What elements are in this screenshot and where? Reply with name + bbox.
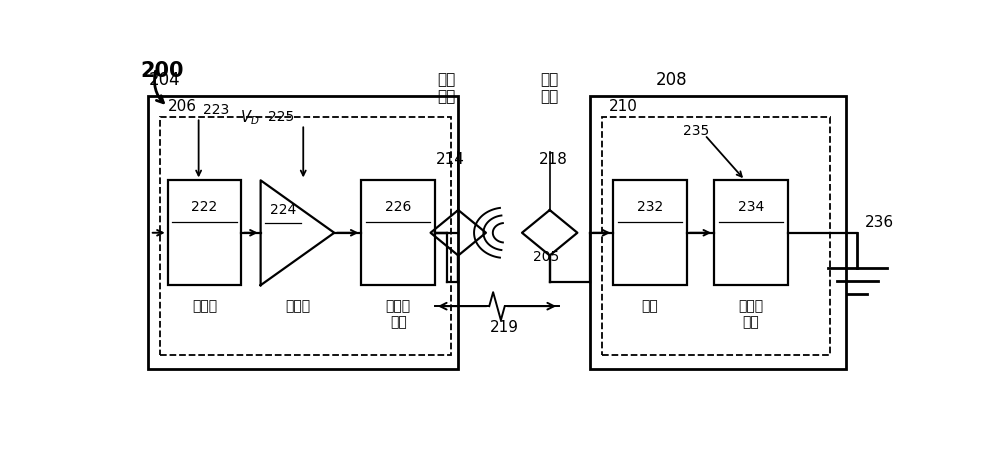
- Text: $V_D$: $V_D$: [240, 108, 259, 127]
- Bar: [168, 180, 241, 285]
- Bar: [714, 180, 788, 285]
- Text: 204: 204: [148, 71, 180, 89]
- Bar: [590, 96, 846, 369]
- Text: 驱动器: 驱动器: [285, 299, 310, 313]
- Bar: [613, 180, 687, 285]
- Text: 发射
线圈: 发射 线圈: [438, 72, 456, 104]
- Bar: [602, 118, 830, 355]
- Text: 匹配: 匹配: [642, 299, 658, 313]
- Text: 225: 225: [268, 110, 295, 124]
- Text: 206: 206: [168, 99, 197, 114]
- Text: 整流器
切换: 整流器 切换: [738, 299, 763, 330]
- Text: 214: 214: [436, 153, 465, 168]
- Text: 235: 235: [683, 124, 709, 138]
- Text: 接收
线圈: 接收 线圈: [541, 72, 559, 104]
- Text: 222: 222: [191, 200, 218, 213]
- Text: 210: 210: [609, 99, 638, 114]
- Text: 234: 234: [738, 200, 764, 213]
- Text: 219: 219: [490, 320, 519, 335]
- Text: 滤波与
匹配: 滤波与 匹配: [386, 299, 411, 330]
- Text: 226: 226: [385, 200, 411, 213]
- Text: 205: 205: [533, 250, 560, 264]
- Bar: [148, 96, 458, 369]
- Text: 208: 208: [656, 71, 688, 89]
- Text: 218: 218: [539, 153, 568, 168]
- Text: 232: 232: [637, 200, 663, 213]
- Text: 236: 236: [865, 215, 894, 230]
- Text: 223: 223: [202, 104, 229, 118]
- Text: 200: 200: [140, 61, 184, 81]
- Text: 振荡器: 振荡器: [192, 299, 217, 313]
- Text: 224: 224: [270, 202, 296, 217]
- Bar: [160, 118, 450, 355]
- Bar: [361, 180, 435, 285]
